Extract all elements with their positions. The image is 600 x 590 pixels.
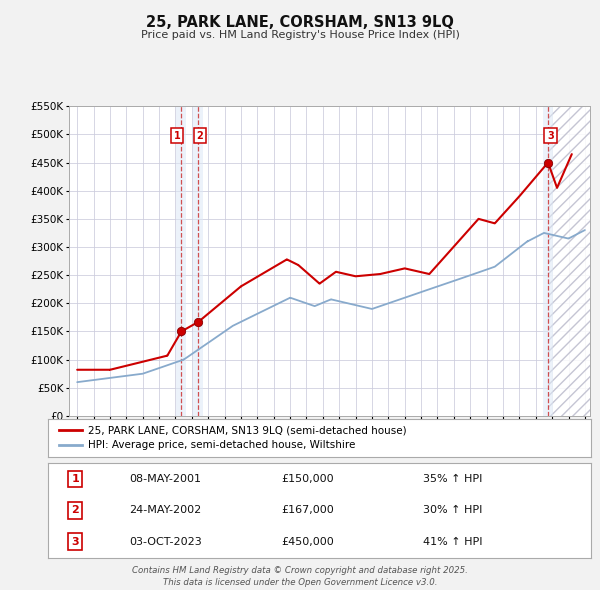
Text: Contains HM Land Registry data © Crown copyright and database right 2025.
This d: Contains HM Land Registry data © Crown c… xyxy=(132,566,468,587)
Text: 1: 1 xyxy=(71,474,79,484)
Bar xyxy=(193,106,203,416)
Text: £167,000: £167,000 xyxy=(281,506,334,515)
Text: 24-MAY-2002: 24-MAY-2002 xyxy=(130,506,202,515)
Legend: 25, PARK LANE, CORSHAM, SN13 9LQ (semi-detached house), HPI: Average price, semi: 25, PARK LANE, CORSHAM, SN13 9LQ (semi-d… xyxy=(53,419,412,457)
Text: 03-OCT-2023: 03-OCT-2023 xyxy=(130,537,202,547)
Text: £450,000: £450,000 xyxy=(281,537,334,547)
Text: 2: 2 xyxy=(71,506,79,515)
Bar xyxy=(543,106,553,416)
Text: 1: 1 xyxy=(174,130,181,140)
Bar xyxy=(176,106,186,416)
Text: 35% ↑ HPI: 35% ↑ HPI xyxy=(422,474,482,484)
Text: 2: 2 xyxy=(197,130,203,140)
Text: 3: 3 xyxy=(71,537,79,547)
Text: 25, PARK LANE, CORSHAM, SN13 9LQ: 25, PARK LANE, CORSHAM, SN13 9LQ xyxy=(146,15,454,30)
Text: 30% ↑ HPI: 30% ↑ HPI xyxy=(422,506,482,515)
Text: 41% ↑ HPI: 41% ↑ HPI xyxy=(422,537,482,547)
Text: Price paid vs. HM Land Registry's House Price Index (HPI): Price paid vs. HM Land Registry's House … xyxy=(140,30,460,40)
Text: £150,000: £150,000 xyxy=(281,474,334,484)
Text: 3: 3 xyxy=(547,130,554,140)
Text: 08-MAY-2001: 08-MAY-2001 xyxy=(130,474,202,484)
